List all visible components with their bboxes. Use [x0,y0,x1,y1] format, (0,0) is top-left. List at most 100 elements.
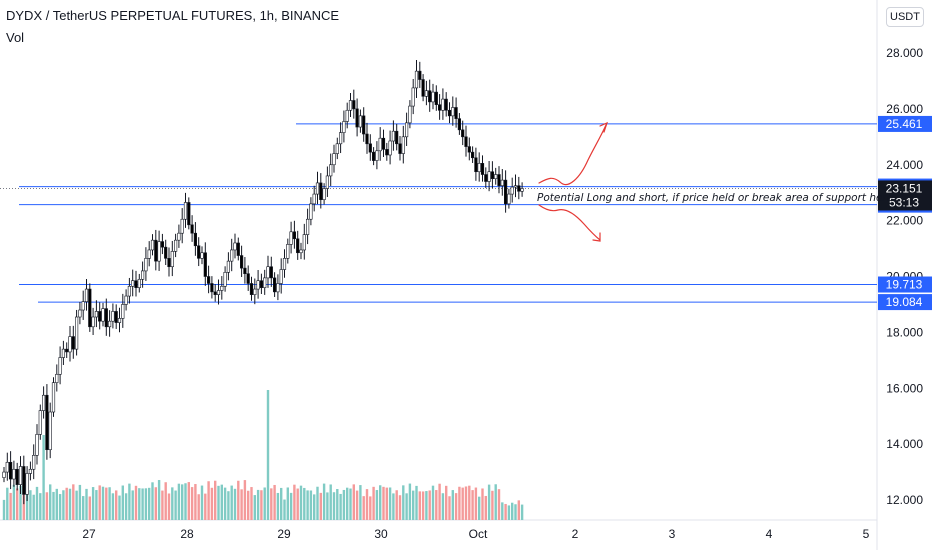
candle-body [404,122,409,138]
candle-body [272,277,277,293]
candle-body [88,288,92,328]
volume-bar [256,489,260,520]
candle-body [444,98,448,111]
volume-bar [190,487,194,520]
volume-bar [421,491,425,520]
candle-body [32,454,36,470]
volume-bar [425,491,428,520]
volume-bar [392,493,395,520]
candle-body [428,90,432,103]
last-price-label: 23.151 [886,181,923,195]
volume-bar [405,493,408,520]
volume-bar [131,490,134,520]
candle-body [41,394,46,411]
candle-body [78,309,82,318]
volume-bar [230,485,233,520]
candle-body [474,157,478,173]
volume-bar [306,490,309,520]
volume-bar [263,487,266,520]
candle-body [75,316,79,350]
candle-body [312,193,316,205]
candle-body [447,109,452,117]
candle-body [464,136,468,147]
price-axis-tick: 26.000 [886,102,923,116]
candle-body [395,130,399,145]
volume-bar [458,486,461,520]
volume-bar [62,490,65,520]
time-axis-tick: 29 [277,527,291,541]
price-axis-tick: 12.000 [886,493,923,507]
volume-bar [319,492,322,520]
volume-bar [352,484,355,520]
candle-body [91,316,95,328]
currency-button[interactable]: USDT [886,7,924,27]
candle-body [65,348,69,353]
volume-bar [111,493,115,520]
price-axis-tick: 24.000 [886,158,923,172]
volume-bar [82,496,85,520]
volume-bar [491,490,494,520]
volume-bar [520,504,524,520]
volume-bar [49,484,52,520]
volume-bar [388,487,392,520]
candle-body [233,242,237,251]
volume-bar [16,488,19,520]
volume-bar [154,487,157,520]
volume-bar [177,483,181,520]
candle-body [256,280,260,290]
candle-body [22,466,26,495]
candle-body [421,79,425,97]
candle-body [108,320,112,328]
candle-body [240,255,244,269]
candle-body [431,91,435,103]
volume-bar [484,495,487,520]
candle-body [55,373,59,383]
volume-bar [514,504,517,520]
candle-body [467,146,471,153]
candle-body [398,143,402,154]
candle-body [385,149,389,156]
candle-body [160,241,165,248]
candle-body [216,290,221,295]
time-axis-tick: 30 [374,527,388,541]
candle-body [183,202,188,220]
volume-bar [85,488,88,520]
last-price-tag [878,180,932,211]
volume-bar [365,489,369,520]
candle-body [454,107,458,119]
volume-bar [78,484,82,520]
candle-body [98,311,102,322]
candle-body [510,186,514,195]
volume-indicator-label[interactable]: Vol [6,30,25,45]
volume-bar [349,488,352,520]
volume-bar [270,488,273,520]
candle-body [51,382,56,413]
volume-bar [286,487,289,520]
symbol-title[interactable]: DYDX / TetherUS PERPETUAL FUTURES, 1h, B… [6,8,340,23]
level-price-label: 19.084 [886,295,923,309]
candle-body [513,185,518,188]
candle-body [114,311,118,323]
volume-bar [418,491,421,520]
candle-body [81,301,85,311]
candle-body [470,151,475,159]
volume-bar [464,486,468,520]
candle-body [246,273,250,284]
volume-bar [461,487,464,520]
volume-bar [471,490,474,520]
volume-bar [200,485,204,520]
candle-body [269,266,273,279]
candle-body [461,129,465,138]
volume-bar [164,482,167,520]
candle-body [9,461,13,480]
candle-body [497,174,501,187]
candle-body [213,291,217,295]
volume-bar [273,484,276,520]
candle-body [375,150,379,161]
candle-body [322,188,326,200]
candle-body [477,163,481,173]
drawing-down-arrowhead [592,232,601,242]
volume-bar [283,499,286,520]
volume-bar [42,435,45,520]
